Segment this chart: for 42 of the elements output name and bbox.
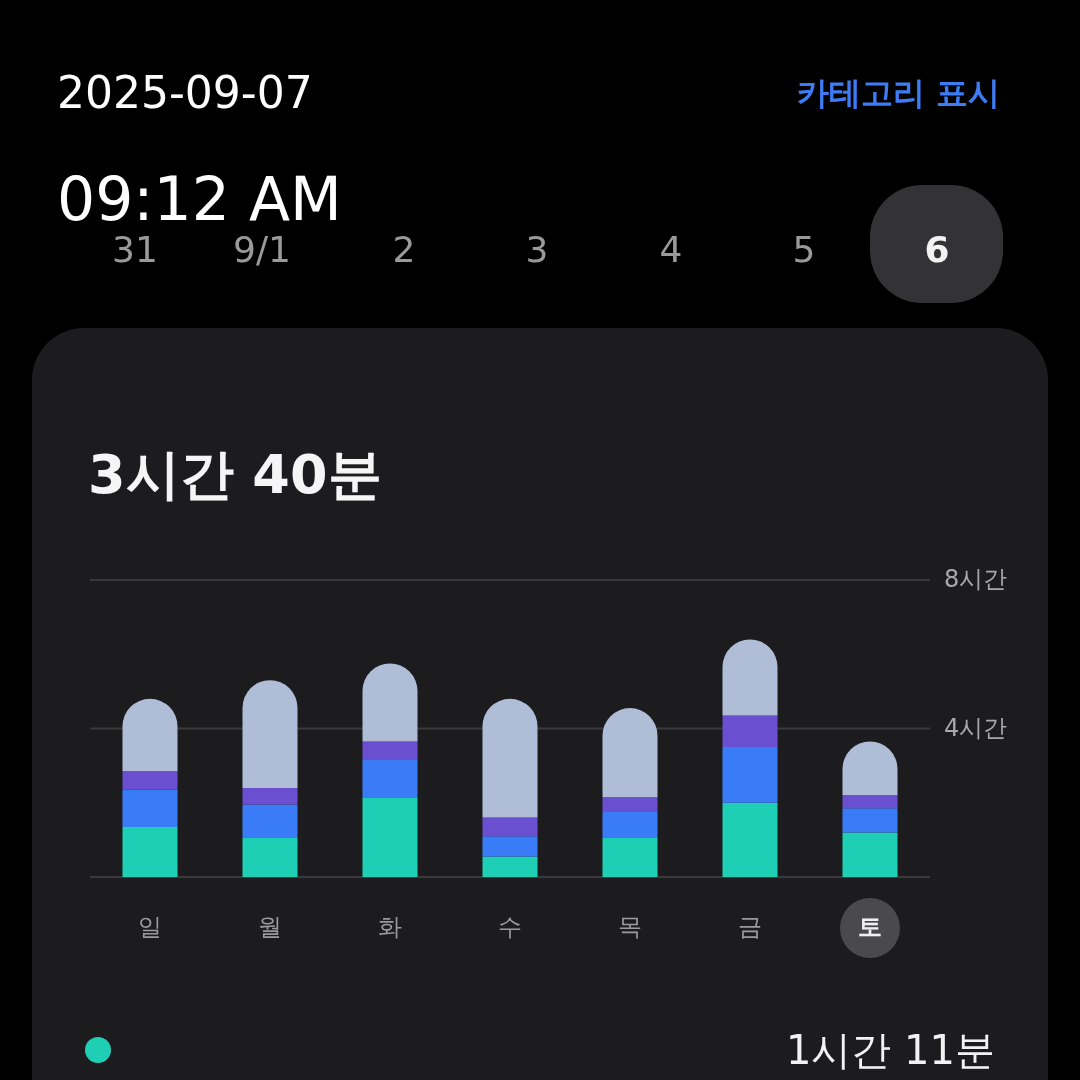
bar (602, 797, 658, 813)
x-tick-label: 토 (858, 913, 882, 941)
bar (722, 747, 778, 803)
bar (602, 812, 658, 839)
bar (842, 795, 898, 809)
x-tick-label: 화 (378, 913, 402, 941)
bar (122, 771, 178, 790)
bar (362, 797, 418, 877)
y-tick-label: 4시간 (944, 713, 1008, 742)
text: 1시간 11분 (785, 1027, 995, 1073)
bar (842, 808, 898, 833)
text: 4 (659, 229, 683, 270)
bar (362, 760, 418, 798)
x-tick-label: 수 (498, 913, 522, 941)
bar (602, 708, 658, 798)
x-tick-label: 월 (258, 913, 282, 941)
bar (122, 826, 178, 877)
bar (482, 817, 538, 837)
bar (482, 856, 538, 877)
text: 2 (392, 229, 416, 270)
text: 3 (525, 229, 549, 270)
text: 5 (792, 229, 816, 270)
text: 카테고리 표시 (796, 74, 1000, 112)
bar (842, 832, 898, 877)
text: 2025-09-07 (57, 67, 313, 118)
bar (242, 680, 298, 788)
bar (242, 787, 298, 805)
x-tick-label: 일 (138, 913, 162, 941)
y-tick-label: 8시간 (944, 565, 1008, 593)
text: 6 (924, 229, 950, 270)
bar (602, 838, 658, 877)
bar (482, 698, 538, 818)
x-tick-label: 금 (738, 913, 762, 941)
chart-title: 3시간 40분 (88, 443, 382, 506)
bar (242, 838, 298, 877)
bar (482, 836, 538, 857)
bar (722, 715, 778, 748)
bar (242, 804, 298, 839)
x-tick-label: 목 (618, 913, 642, 941)
bar (362, 741, 418, 761)
bar (122, 789, 178, 827)
bar (722, 802, 778, 877)
